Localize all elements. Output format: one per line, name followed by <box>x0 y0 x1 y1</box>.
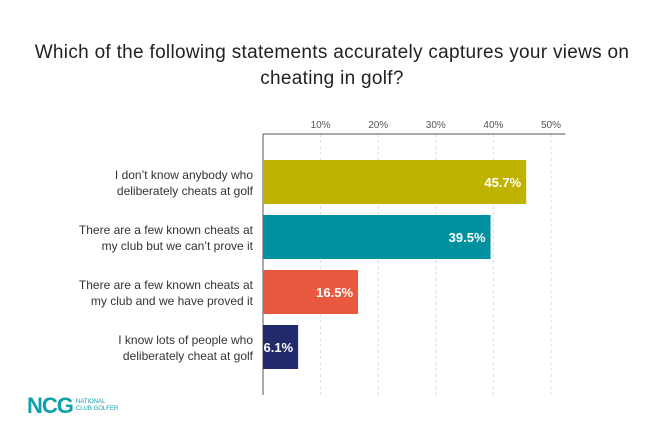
tick-label: 50% <box>541 120 561 131</box>
chart-title: Which of the following statements accura… <box>34 42 630 89</box>
data-label: 6.1% <box>263 340 293 355</box>
tick-label: 30% <box>426 120 446 131</box>
ncg-logo: NCG NATIONAL CLUB GOLFER <box>27 393 118 419</box>
data-label: 45.7% <box>484 175 521 190</box>
logo-subtitle: NATIONAL CLUB GOLFER <box>75 399 119 412</box>
category-label: deliberately cheats at golf <box>117 184 254 198</box>
category-label: my club and we have proved it <box>91 294 254 308</box>
tick-label: 40% <box>483 120 503 131</box>
category-label: deliberately cheat at golf <box>123 349 254 363</box>
bar <box>263 160 527 204</box>
category-label: There are a few known cheats at <box>79 223 254 237</box>
category-label: I know lots of people who <box>118 333 253 347</box>
tick-label: 20% <box>368 120 388 131</box>
category-label: I don’t know anybody who <box>115 168 253 182</box>
data-label: 39.5% <box>449 230 486 245</box>
data-label: 16.5% <box>316 285 353 300</box>
bar <box>263 215 491 259</box>
tick-label: 10% <box>311 120 331 131</box>
bar <box>263 270 359 314</box>
bar <box>263 325 299 369</box>
category-label: my club but we can’t prove it <box>102 239 254 253</box>
category-label: There are a few known cheats at <box>79 278 254 292</box>
logo-mark: NCG <box>27 393 74 418</box>
